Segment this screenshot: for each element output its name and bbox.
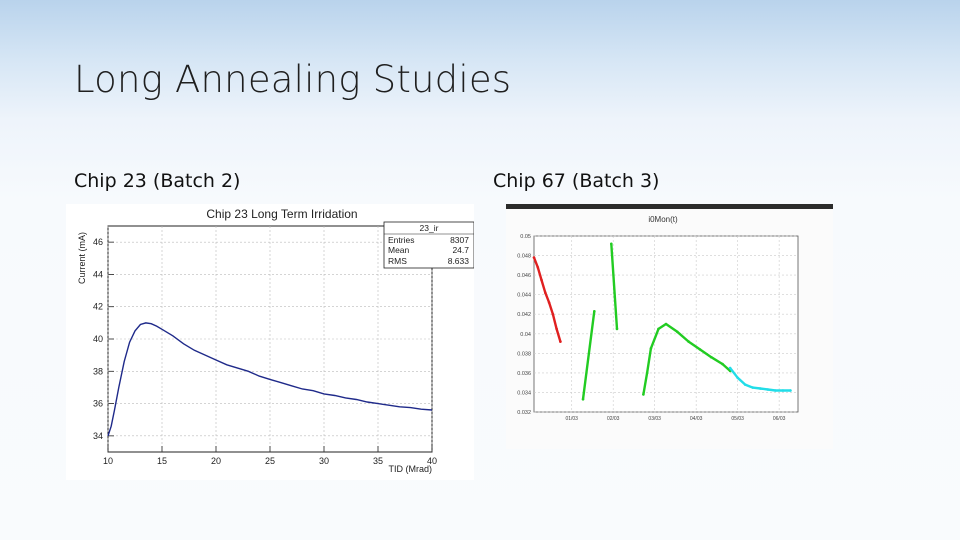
y-tick-label: 0.044 (517, 293, 531, 299)
stats-entries-value: 8307 (450, 235, 469, 245)
series-line (581, 310, 596, 401)
series-point (751, 386, 755, 389)
y-tick-label: 0.04 (520, 332, 531, 338)
y-tick-labels: 34 36 38 40 42 44 46 (93, 237, 103, 441)
y-tick-label: 0.034 (517, 390, 531, 396)
chip67-chart-panel: i0Mon(t) 0.032 0.034 0.036 0.038 0.04 0.042 0.… (506, 204, 833, 449)
stats-mean-label: Mean (388, 245, 410, 255)
y-tick-label: 44 (93, 269, 103, 279)
series-point (743, 383, 747, 386)
series-point (657, 327, 660, 331)
series-point (698, 348, 702, 351)
x-tick-label: 30 (319, 456, 329, 466)
series-point (642, 393, 645, 396)
chip23-chart: Chip 23 Long Term Irridation 34 36 38 40 42 4… (77, 207, 474, 474)
stats-mean-value: 24.7 (452, 245, 469, 255)
series-point (789, 389, 792, 392)
series-point (645, 371, 649, 375)
y-tick-label: 40 (93, 334, 103, 344)
chip67-chart: i0Mon(t) 0.0320.0340.0360.0380.040.0420.… (506, 204, 833, 422)
y-tick-label: 42 (93, 302, 103, 312)
series-point (547, 301, 551, 304)
series-line (107, 322, 433, 437)
series-point (766, 388, 770, 391)
x-tick-label: 25 (265, 456, 275, 466)
y-tick-label: 0.048 (517, 254, 531, 260)
series-point (687, 340, 690, 343)
x-tick-label: 05/03 (731, 416, 744, 422)
series-line (532, 256, 562, 343)
stats-box: 23_ir Entries 8307 Mean 24.7 RMS 8.633 (383, 221, 474, 269)
y-tick-label: 0.036 (517, 371, 531, 377)
x-tick-label: 03/03 (648, 416, 661, 422)
series-point (544, 291, 547, 295)
x-tick-label: 40 (427, 456, 437, 466)
x-tick-label: 04/03 (690, 416, 703, 422)
x-axis-label: TID (Mrad) (389, 464, 433, 474)
y-tick-label: 38 (93, 366, 103, 376)
top-border (506, 204, 833, 209)
grid (534, 235, 798, 413)
x-tick-labels: 01/03 02/03 03/03 04/03 05/03 06/03 (565, 416, 785, 422)
x-tick-label: 10 (103, 456, 113, 466)
stats-entries-label: Entries (388, 235, 414, 245)
stats-name: 23_ir (420, 223, 439, 233)
series-point (581, 397, 585, 401)
series-point (540, 278, 543, 282)
series-point (721, 362, 724, 366)
series-line (610, 242, 619, 331)
y-tick-label: 0.05 (520, 234, 531, 240)
series-group (532, 242, 792, 401)
x-tick-label: 01/03 (565, 416, 578, 422)
x-tick-label: 06/03 (773, 416, 786, 422)
y-axis-label: Current (mA) (77, 232, 87, 284)
series-point (781, 389, 785, 392)
series-point (615, 327, 619, 331)
stats-rms-value: 8.633 (448, 256, 470, 266)
left-caption: Chip 23 (Batch 2) (74, 170, 241, 192)
y-tick-label: 34 (93, 431, 103, 441)
series-point (736, 376, 739, 380)
series-point (709, 355, 713, 359)
x-tick-label: 15 (157, 456, 167, 466)
slide-title: Long Annealing Studies (74, 58, 512, 101)
series-point (774, 389, 777, 392)
y-tick-label: 0.032 (517, 410, 531, 416)
y-tick-label: 36 (93, 399, 103, 409)
x-tick-label: 02/03 (607, 416, 620, 422)
series-point (593, 309, 596, 313)
chart-title: i0Mon(t) (648, 215, 678, 224)
chart-title: Chip 23 Long Term Irridation (206, 207, 357, 221)
y-tick-label: 46 (93, 237, 103, 247)
grid (107, 226, 433, 452)
x-tick-label: 35 (373, 456, 383, 466)
series-point (758, 387, 762, 390)
series-point (728, 366, 732, 370)
y-tick-label: 0.038 (517, 351, 531, 357)
y-tick-labels: 0.032 0.034 0.036 0.038 0.04 0.042 0.044 0.046 0… (517, 234, 531, 416)
series-point (676, 330, 679, 334)
chip23-chart-panel: Chip 23 Long Term Irridation 34 36 38 40 42 4… (66, 204, 474, 480)
series-point (532, 256, 536, 259)
series-point (649, 347, 653, 350)
series-point (555, 327, 558, 331)
x-tick-labels: 10 15 20 25 30 35 40 (103, 456, 437, 466)
series-point (664, 322, 668, 326)
series-point (536, 265, 540, 269)
stats-rms-label: RMS (388, 256, 407, 266)
series-point (551, 312, 555, 316)
series-point (610, 242, 613, 246)
right-caption: Chip 67 (Batch 3) (493, 170, 660, 192)
series-point (559, 340, 562, 343)
y-tick-label: 0.046 (517, 273, 531, 279)
x-tick-label: 20 (211, 456, 221, 466)
y-tick-label: 0.042 (517, 312, 531, 318)
